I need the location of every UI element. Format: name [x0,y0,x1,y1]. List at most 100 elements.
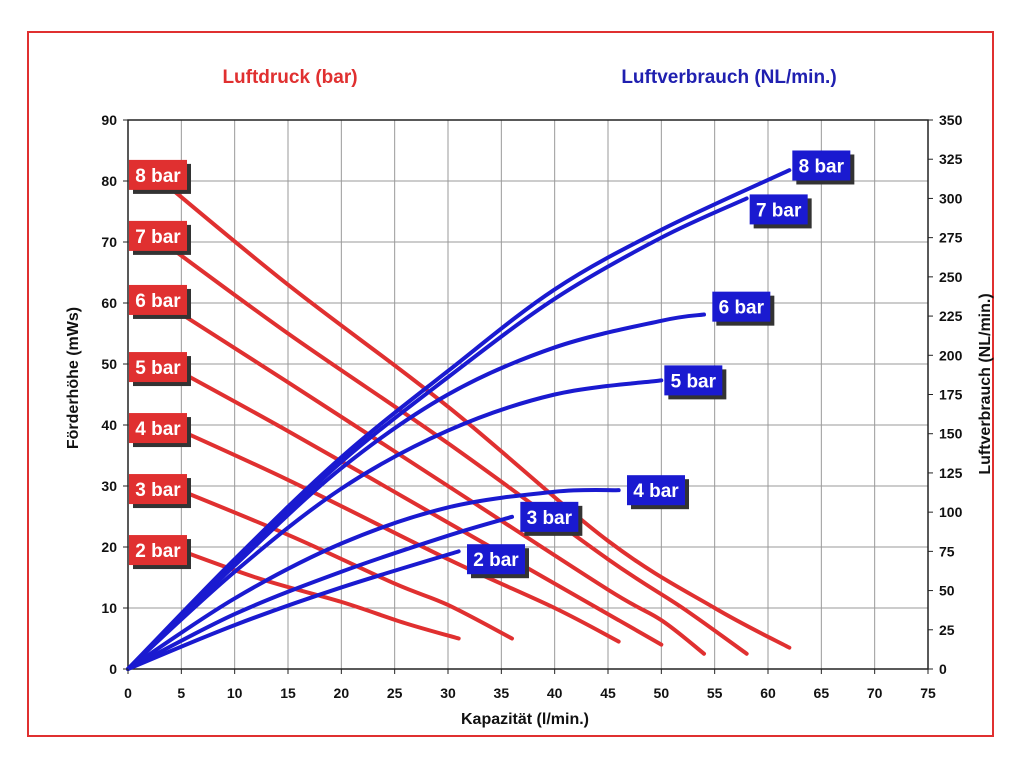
header-luftverbrauch: Luftverbrauch (NL/min.) [621,67,836,88]
pressure-lines [152,172,792,656]
pressure-label-5-bar-text: 5 bar [135,358,181,379]
air-label-7-bar-box [749,194,808,225]
pressure-line-8-bar [152,172,792,650]
y-left-tick-label: 20 [101,539,117,555]
pressure-label-7-bar-text: 7 bar [135,227,181,248]
y-right-tick-label: 250 [939,269,963,285]
pressure-label-3-bar: 3 bar [129,474,191,509]
x-tick-label: 25 [387,685,403,701]
air-line-6-bar [126,312,706,671]
y-left-tick-label: 30 [101,478,117,494]
air-line-7-bar [126,196,749,671]
y-left-tick-label: 0 [109,661,117,677]
pressure-line-6-bar [152,294,706,656]
air-label-7-bar: 7 bar [749,194,812,229]
series-labels: 8 bar 7 bar 6 bar 5 bar 4 bar 3 bar 2 bar 8 bar… [129,150,855,579]
y-right-tick-label: 75 [939,543,955,559]
pressure-line-7-bar [152,233,749,656]
pressure-label-5-bar-box [129,352,187,383]
y-right-tick-label: 100 [939,504,963,520]
x-tick-label: 5 [177,685,185,701]
y-right-tick-label: 275 [939,230,963,246]
y-left-axis-title: Förderhöhe (mWs) [65,307,82,449]
y-left-tick-label: 60 [101,295,117,311]
y-right-tick-label: 300 [939,190,963,206]
pressure-label-4-bar-box [129,413,187,444]
air-label-8-bar-text: 8 bar [799,156,845,177]
axis-ticks: 0 5 10 15 20 25 30 35 40 45 50 55 60 65 70 750102030405… [101,112,962,701]
x-tick-label: 65 [814,685,830,701]
air-label-5-bar-text: 5 bar [671,371,717,392]
y-right-tick-label: 125 [939,465,963,481]
x-tick-label: 15 [280,685,296,701]
y-right-axis-title: Luftverbrauch (NL/min.) [977,293,994,474]
pressure-label-4-bar: 4 bar [129,413,191,448]
x-tick-label: 60 [760,685,776,701]
y-left-tick-label: 80 [101,173,117,189]
air-label-6-bar-text: 6 bar [719,298,765,319]
air-label-6-bar: 6 bar [712,291,775,326]
pressure-label-8-bar-text: 8 bar [135,166,181,187]
pressure-label-2-bar-text: 2 bar [135,541,181,562]
pressure-label-8-bar-box [129,159,187,190]
pressure-label-3-bar-text: 3 bar [135,480,181,501]
air-label-6-bar-box [712,291,771,322]
x-tick-label: 10 [227,685,243,701]
air-label-3-bar: 3 bar [520,501,583,536]
pressure-label-7-bar-box [129,220,187,251]
x-tick-label: 50 [654,685,670,701]
y-right-tick-label: 225 [939,308,963,324]
air-label-5-bar-box [664,365,723,396]
x-tick-label: 55 [707,685,723,701]
x-tick-label: 30 [440,685,456,701]
y-right-tick-label: 175 [939,387,963,403]
air-label-4-bar: 4 bar [627,475,689,510]
y-right-tick-label: 25 [939,622,955,638]
y-right-tick-label: 0 [939,661,947,677]
pressure-line-4-bar [152,416,621,644]
pressure-label-5-bar: 5 bar [129,352,191,387]
air-label-4-bar-box [627,475,685,506]
pressure-label-6-bar-text: 6 bar [135,291,181,312]
air-label-7-bar-text: 7 bar [756,200,802,221]
pressure-label-6-bar-box [129,284,187,315]
y-left-tick-label: 40 [101,417,117,433]
air-line-5-bar [126,378,664,671]
x-tick-label: 70 [867,685,883,701]
header-luftdruck: Luftdruck (bar) [222,67,357,88]
air-line-2-bar [126,549,461,671]
pressure-line-3-bar [152,477,514,641]
air-label-5-bar: 5 bar [664,365,727,400]
pressure-label-7-bar: 7 bar [129,220,191,255]
air-label-3-bar-text: 3 bar [527,508,573,529]
air-line-8-bar [126,168,792,671]
y-left-tick-label: 90 [101,112,117,128]
pressure-line-5-bar [152,355,664,647]
pressure-line-2-bar [152,538,461,641]
air-label-4-bar-text: 4 bar [633,481,679,502]
x-tick-label: 40 [547,685,563,701]
air-label-8-bar-box [792,150,851,181]
y-left-tick-label: 50 [101,356,117,372]
air-label-2-bar-text: 2 bar [473,550,519,571]
pressure-label-2-bar-box [129,535,187,566]
pressure-label-2-bar: 2 bar [129,535,191,570]
air-line-4-bar [126,487,621,671]
y-right-tick-label: 350 [939,112,963,128]
pressure-label-3-bar-box [129,474,187,505]
x-tick-label: 20 [334,685,350,701]
x-tick-label: 45 [600,685,616,701]
air-lines [126,168,792,671]
air-label-8-bar: 8 bar [792,150,855,185]
y-right-tick-label: 50 [939,583,955,599]
pressure-label-6-bar: 6 bar [129,284,191,319]
air-line-3-bar [126,514,514,671]
y-right-tick-label: 150 [939,426,963,442]
x-axis-title: Kapazität (l/min.) [461,711,589,728]
air-label-3-bar-box [520,501,579,532]
y-left-tick-label: 10 [101,600,117,616]
chart-frame [27,31,994,737]
y-right-tick-label: 325 [939,151,963,167]
air-label-2-bar: 2 bar [467,544,529,579]
